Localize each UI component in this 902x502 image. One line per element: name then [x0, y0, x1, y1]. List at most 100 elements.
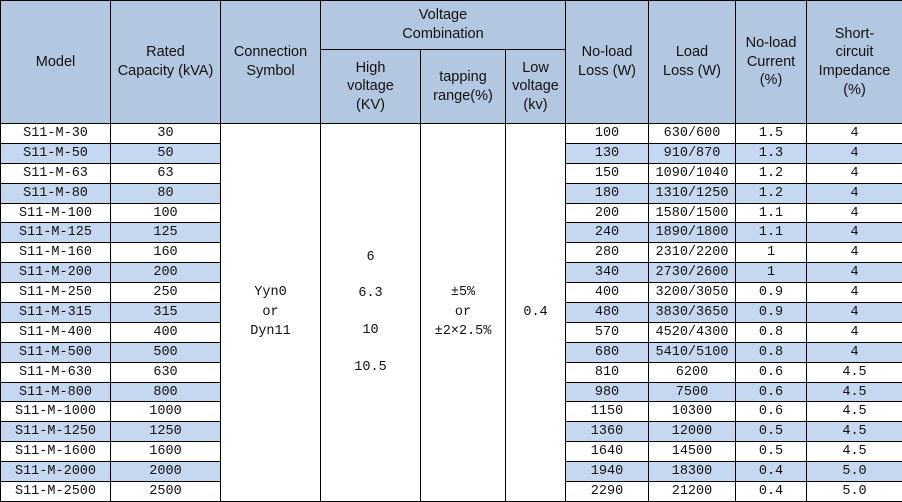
cell-no-load-current: 1.3 — [736, 143, 807, 163]
col-header-no-load-current-line3: (%) — [737, 71, 805, 90]
cell-rated-capacity: 160 — [111, 243, 221, 263]
cell-no-load-current: 0.6 — [736, 362, 807, 382]
cell-model: S11-M-315 — [1, 303, 111, 323]
cell-short-circuit-impedance: 4 — [807, 124, 902, 144]
col-header-no-load-current: No-load Current (%) — [736, 1, 807, 124]
cell-no-load-loss: 680 — [566, 342, 649, 362]
col-header-short-circuit-impedance-line1: Short- — [808, 25, 901, 44]
cell-load-loss: 1090/1040 — [649, 163, 736, 183]
cell-rated-capacity: 100 — [111, 203, 221, 223]
cell-load-loss: 2730/2600 — [649, 263, 736, 283]
cell-no-load-loss: 280 — [566, 243, 649, 263]
col-header-high-voltage-line3: (KV) — [322, 96, 419, 115]
cell-load-loss: 3830/3650 — [649, 303, 736, 323]
cell-no-load-current: 0.4 — [736, 482, 807, 502]
cell-rated-capacity: 1600 — [111, 442, 221, 462]
cell-no-load-loss: 1940 — [566, 462, 649, 482]
col-header-high-voltage-line2: voltage — [322, 77, 419, 96]
low-voltage-value-1: 0.4 — [523, 303, 547, 323]
cell-model: S11-M-400 — [1, 322, 111, 342]
cell-short-circuit-impedance: 4 — [807, 322, 902, 342]
cell-short-circuit-impedance: 4 — [807, 183, 902, 203]
cell-short-circuit-impedance: 4 — [807, 283, 902, 303]
header-row-1: Model Rated Capacity (kVA) Connection Sy… — [1, 1, 902, 50]
cell-no-load-current: 0.5 — [736, 442, 807, 462]
cell-rated-capacity: 30 — [111, 124, 221, 144]
cell-load-loss: 4520/4300 — [649, 322, 736, 342]
cell-load-loss: 18300 — [649, 462, 736, 482]
cell-short-circuit-impedance: 4 — [807, 303, 902, 323]
cell-model: S11-M-800 — [1, 382, 111, 402]
cell-model: S11-M-200 — [1, 263, 111, 283]
cell-no-load-loss: 570 — [566, 322, 649, 342]
high-voltage-value-1: 6 — [366, 248, 374, 268]
cell-rated-capacity: 800 — [111, 382, 221, 402]
cell-load-loss: 21200 — [649, 482, 736, 502]
cell-low-voltage-merged: 0.4 — [506, 124, 566, 502]
cell-model: S11-M-2000 — [1, 462, 111, 482]
cell-no-load-loss: 100 — [566, 124, 649, 144]
cell-no-load-current: 0.8 — [736, 322, 807, 342]
cell-load-loss: 630/600 — [649, 124, 736, 144]
col-header-short-circuit-impedance: Short- circuit Impedance (%) — [807, 1, 902, 124]
cell-rated-capacity: 80 — [111, 183, 221, 203]
cell-load-loss: 5410/5100 — [649, 342, 736, 362]
cell-model: S11-M-30 — [1, 124, 111, 144]
col-header-short-circuit-impedance-line3: Impedance — [808, 62, 901, 81]
col-header-short-circuit-impedance-line2: circuit — [808, 43, 901, 62]
col-header-rated-capacity-line1: Rated — [112, 43, 219, 62]
col-header-rated-capacity-line2: Capacity (kVA) — [112, 62, 219, 81]
cell-no-load-current: 0.4 — [736, 462, 807, 482]
col-header-connection-symbol-line2: Symbol — [222, 62, 319, 81]
cell-load-loss: 7500 — [649, 382, 736, 402]
connection-symbol-value-2: or — [262, 303, 278, 323]
cell-short-circuit-impedance: 4 — [807, 263, 902, 283]
table-header: Model Rated Capacity (kVA) Connection Sy… — [1, 1, 902, 124]
col-header-high-voltage-line1: High — [322, 59, 419, 78]
col-header-connection-symbol: Connection Symbol — [221, 1, 321, 124]
cell-no-load-current: 1.5 — [736, 124, 807, 144]
col-header-voltage-combination: Voltage Combination — [321, 1, 566, 50]
cell-model: S11-M-125 — [1, 223, 111, 243]
col-header-load-loss-line2: Loss (W) — [650, 62, 734, 81]
cell-load-loss: 2310/2200 — [649, 243, 736, 263]
cell-short-circuit-impedance: 4 — [807, 342, 902, 362]
cell-rated-capacity: 2500 — [111, 482, 221, 502]
cell-short-circuit-impedance: 4.5 — [807, 402, 902, 422]
cell-rated-capacity: 1250 — [111, 422, 221, 442]
cell-short-circuit-impedance: 4 — [807, 143, 902, 163]
cell-short-circuit-impedance: 5.0 — [807, 482, 902, 502]
cell-short-circuit-impedance: 4 — [807, 223, 902, 243]
cell-rated-capacity: 200 — [111, 263, 221, 283]
cell-no-load-current: 1 — [736, 263, 807, 283]
cell-no-load-loss: 150 — [566, 163, 649, 183]
col-header-no-load-loss-line1: No-load — [567, 43, 647, 62]
cell-rated-capacity: 315 — [111, 303, 221, 323]
cell-load-loss: 1890/1800 — [649, 223, 736, 243]
col-header-model-label: Model — [36, 54, 76, 70]
cell-model: S11-M-160 — [1, 243, 111, 263]
cell-model: S11-M-1600 — [1, 442, 111, 462]
col-header-voltage-combination-line2: Combination — [322, 25, 564, 44]
col-header-rated-capacity: Rated Capacity (kVA) — [111, 1, 221, 124]
cell-rated-capacity: 630 — [111, 362, 221, 382]
col-header-no-load-current-line2: Current — [737, 53, 805, 72]
cell-no-load-current: 0.8 — [736, 342, 807, 362]
col-header-no-load-current-line1: No-load — [737, 34, 805, 53]
cell-no-load-loss: 2290 — [566, 482, 649, 502]
cell-no-load-loss: 1150 — [566, 402, 649, 422]
col-header-model: Model — [1, 1, 111, 124]
cell-load-loss: 910/870 — [649, 143, 736, 163]
cell-short-circuit-impedance: 4.5 — [807, 362, 902, 382]
cell-no-load-loss: 1360 — [566, 422, 649, 442]
col-header-tapping-range-line1: tapping — [422, 68, 504, 87]
col-header-high-voltage: High voltage (KV) — [321, 50, 421, 124]
col-header-tapping-range-line2: range(%) — [422, 87, 504, 106]
cell-no-load-current: 0.9 — [736, 303, 807, 323]
cell-no-load-loss: 240 — [566, 223, 649, 243]
cell-model: S11-M-50 — [1, 143, 111, 163]
high-voltage-value-2: 6.3 — [358, 284, 382, 304]
